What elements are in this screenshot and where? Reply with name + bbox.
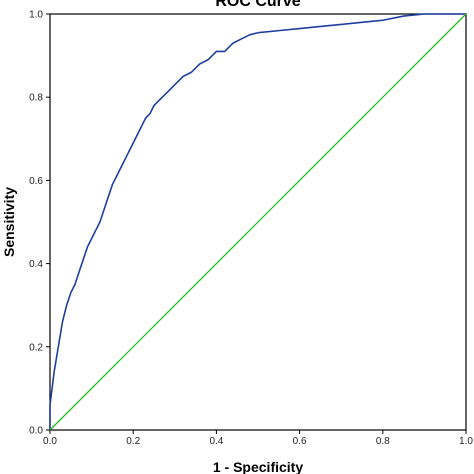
y-tick-label: 0.4 (29, 259, 43, 270)
x-tick-label: 1.0 (459, 436, 473, 447)
y-tick-label: 0.0 (29, 426, 43, 437)
x-tick-label: 0.6 (293, 436, 307, 447)
plot-frame (49, 13, 467, 431)
roc-curve-line (49, 13, 466, 430)
reference-diagonal-line (49, 13, 467, 431)
y-tick-label: 1.0 (29, 10, 43, 21)
y-axis-title: Sensitivity (1, 187, 17, 257)
chart-title: ROC Curve (215, 0, 300, 10)
y-axis: 0.0 0.2 0.4 0.6 0.8 1.0 (29, 10, 50, 437)
y-tick-label: 0.8 (29, 93, 43, 104)
x-axis-title: 1 - Specificity (213, 459, 303, 474)
y-tick-label: 0.6 (29, 176, 43, 187)
plot-area (49, 13, 467, 431)
x-axis: 0.0 0.2 0.4 0.6 0.8 1.0 (43, 430, 473, 447)
x-tick-label: 0.2 (126, 436, 140, 447)
x-tick-label: 0.4 (209, 436, 223, 447)
x-tick-label: 0.8 (376, 436, 390, 447)
y-tick-label: 0.2 (29, 342, 43, 353)
x-tick-label: 0.0 (43, 436, 57, 447)
